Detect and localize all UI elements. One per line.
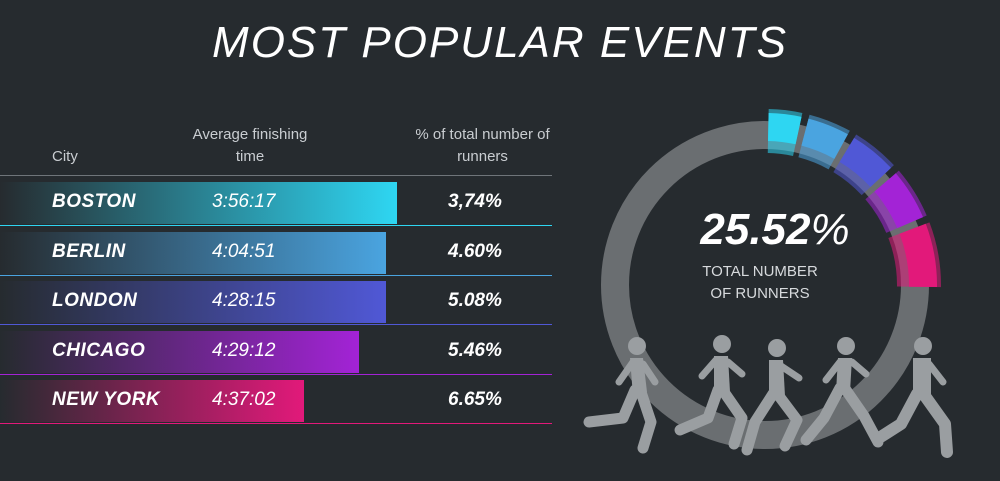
row-divider <box>0 225 552 226</box>
runner-1-icon <box>583 337 659 454</box>
runner-percent: 4.60% <box>448 241 502 262</box>
city-label: BERLIN <box>52 241 126 262</box>
runner-percent: 5.46% <box>448 340 502 361</box>
runner-4-icon <box>800 337 884 448</box>
row-divider <box>0 374 552 375</box>
runner-5-icon <box>873 337 953 458</box>
bar-new-york <box>0 380 304 422</box>
page-title: MOST POPULAR EVENTS <box>212 18 788 67</box>
bar-boston <box>0 182 397 224</box>
total-percent: 25.52% <box>650 205 900 255</box>
row-divider <box>0 324 552 325</box>
finish-time: 4:04:51 <box>212 241 276 262</box>
donut-segment-boston <box>767 113 802 145</box>
bar-chicago <box>0 331 359 373</box>
column-header-city: City <box>52 148 78 165</box>
row-divider <box>0 275 552 276</box>
total-value: 25.52 <box>700 205 811 254</box>
total-unit: % <box>810 205 850 254</box>
finish-time: 4:28:15 <box>212 290 276 311</box>
runner-2-icon <box>674 335 748 450</box>
bar-london <box>0 281 386 323</box>
runner-percent: 3,74% <box>448 191 502 212</box>
runner-3-icon <box>741 339 803 456</box>
runner-percent: 5.08% <box>448 290 502 311</box>
table-row: BOSTON 3:56:17 3,74% <box>0 178 552 226</box>
table-row: CHICAGO 4:29:12 5.46% <box>0 327 552 375</box>
runners-silhouette-icon <box>583 335 953 458</box>
table-row: NEW YORK 4:37:02 6.65% <box>0 376 552 424</box>
finish-time: 4:29:12 <box>212 340 276 361</box>
finish-time: 3:56:17 <box>212 191 276 212</box>
donut-segment-berlin <box>801 118 848 160</box>
donut-segment-chicago <box>874 173 924 229</box>
runners-donut-chart <box>601 109 941 449</box>
table-row: BERLIN 4:04:51 4.60% <box>0 228 552 276</box>
runner-percent: 6.65% <box>448 389 502 410</box>
caption-line-2: OF RUNNERS <box>710 285 810 302</box>
city-label: LONDON <box>52 290 138 311</box>
table-row: LONDON 4:28:15 5.08% <box>0 277 552 325</box>
column-header-time: Average finishing time <box>192 126 308 165</box>
total-caption: TOTAL NUMBER OF RUNNERS <box>680 261 840 305</box>
finish-time: 4:37:02 <box>212 389 276 410</box>
row-divider <box>0 423 552 424</box>
bar-berlin <box>0 232 386 274</box>
column-header-percent: % of total number of runners <box>415 126 550 165</box>
city-label: CHICAGO <box>52 340 146 361</box>
table-top-divider <box>0 175 552 176</box>
city-label: NEW YORK <box>52 389 161 410</box>
city-label: BOSTON <box>52 191 136 212</box>
donut-segment-new-york <box>899 223 937 288</box>
donut-segment-london <box>839 137 891 188</box>
caption-line-1: TOTAL NUMBER <box>702 263 818 280</box>
